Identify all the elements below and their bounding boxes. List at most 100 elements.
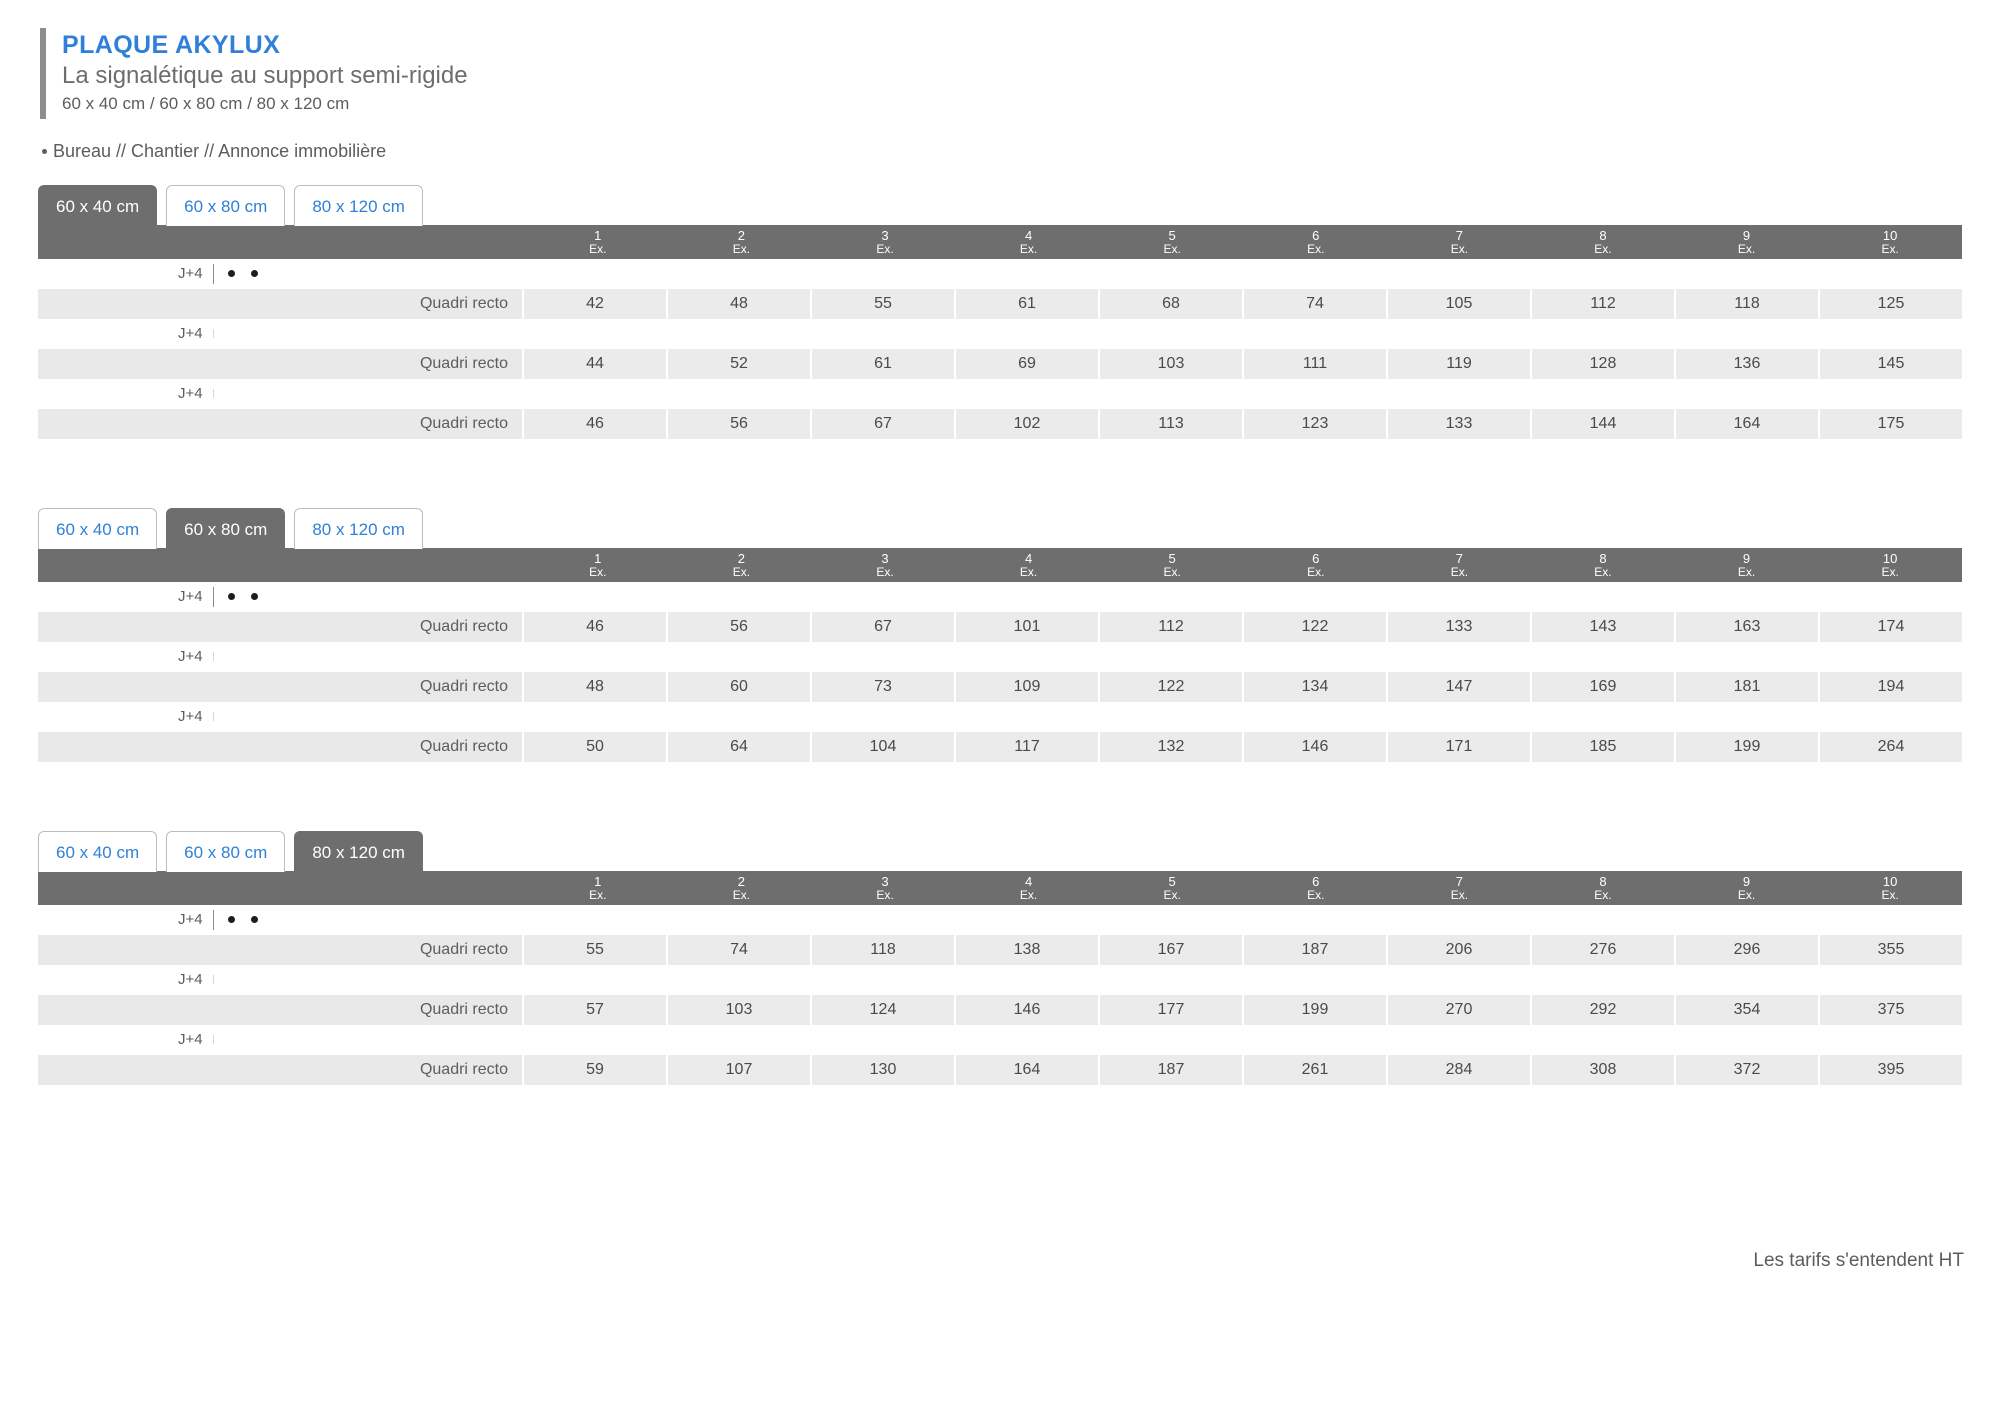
price-cell: 164 [956, 1054, 1100, 1085]
column-qty: 1 [594, 874, 602, 890]
delay-label: J+4 [178, 265, 203, 283]
price-cell: 69 [956, 348, 1100, 379]
price-cell: 136 [1676, 348, 1820, 379]
price-cell: 55 [524, 934, 668, 965]
price-cell: 117 [956, 731, 1100, 762]
price-cell: 270 [1388, 994, 1532, 1025]
column-header-bar: 1 Ex. 2 Ex. 3 Ex. 4 Ex. 5 Ex. 6 Ex. 7 Ex. 8 Ex. 9 Ex. 10 Ex… [38, 224, 1962, 259]
delay-marker-line: J+4 [38, 319, 1962, 349]
tab-size-3[interactable]: 80 x 120 cm [294, 507, 423, 549]
price-cell: 276 [1532, 934, 1676, 965]
price-cell: 132 [1100, 731, 1244, 762]
price-row-group: J+4 Quadri recto 48 60 73 109 122 134 147 169 181 1… [38, 642, 1962, 702]
price-cell: 164 [1676, 408, 1820, 439]
row-cells: 57 103 124 146 177 199 270 292 354 375 [524, 994, 1962, 1025]
tab-size-3[interactable]: 80 x 120 cm [294, 184, 423, 226]
column-header-2: 2 Ex. [670, 874, 814, 901]
tab-size-2[interactable]: 60 x 80 cm [166, 184, 286, 226]
price-cell: 130 [812, 1054, 956, 1085]
column-qty: 2 [737, 228, 745, 244]
price-cell: 133 [1388, 408, 1532, 439]
delay-label: J+4 [178, 708, 203, 726]
price-cell: 61 [812, 348, 956, 379]
row-cells: 59 107 130 164 187 261 284 308 372 395 [524, 1054, 1962, 1085]
price-cell: 181 [1676, 671, 1820, 702]
tab-size-2[interactable]: 60 x 80 cm [166, 507, 286, 549]
price-cell: 187 [1244, 934, 1388, 965]
column-qty: 10 [1882, 551, 1898, 567]
price-table-1: 60 x 40 cm 60 x 80 cm 80 x 120 cm 1 Ex. 2 Ex. 3… [38, 184, 1962, 439]
price-cell: 60 [668, 671, 812, 702]
column-unit: Ex. [1163, 241, 1181, 256]
column-qty: 7 [1455, 874, 1463, 890]
column-unit: Ex. [1163, 564, 1181, 579]
price-cell: 42 [524, 288, 668, 319]
price-cell: 163 [1676, 611, 1820, 642]
column-unit: Ex. [1450, 887, 1469, 902]
row-label: Quadri recto [338, 1054, 524, 1085]
delay-separator [212, 263, 214, 284]
row-lead-spacer [38, 994, 338, 1025]
column-header-10: 10 Ex. [1818, 228, 1962, 255]
column-unit: Ex. [1594, 564, 1612, 579]
price-cell: 125 [1820, 288, 1962, 319]
column-qty: 5 [1168, 551, 1176, 567]
price-row-group: J+4 Quadri recto 46 56 67 101 112 122 133 143 163 1… [38, 582, 1962, 642]
tax-note: Les tarifs s'entendent HT [1753, 1250, 1964, 1271]
price-cell: 46 [524, 408, 668, 439]
price-cell: 48 [668, 288, 812, 319]
delay-dot-icon [227, 270, 235, 278]
price-row-group: J+4 Quadri recto 46 56 67 102 113 123 133 144 164 1… [38, 379, 1962, 439]
price-cell: 101 [956, 611, 1100, 642]
price-cell: 122 [1244, 611, 1388, 642]
column-qty: 5 [1168, 874, 1176, 890]
column-qty: 1 [594, 551, 602, 567]
price-cell: 175 [1820, 408, 1962, 439]
price-table-2: 60 x 40 cm 60 x 80 cm 80 x 120 cm 1 Ex. 2 Ex. 3… [38, 507, 1962, 762]
delay-dots [227, 593, 258, 601]
delay-dots [227, 916, 258, 924]
tab-size-3[interactable]: 80 x 120 cm [294, 830, 423, 872]
price-cell: 296 [1676, 934, 1820, 965]
usage-label: Bureau // Chantier // Annonce immobilièr… [53, 140, 387, 161]
table-row: Quadri recto 44 52 61 69 103 111 119 128 136 145 [38, 348, 1962, 379]
delay-label: J+4 [178, 325, 203, 343]
row-label: Quadri recto [338, 731, 524, 762]
column-qty: 4 [1024, 228, 1033, 244]
column-header-8: 8 Ex. [1531, 551, 1675, 578]
delay-separator [212, 652, 214, 662]
row-cells: 42 48 55 61 68 74 105 112 118 125 [524, 288, 1962, 319]
bullet-icon [42, 148, 47, 154]
price-cell: 206 [1388, 934, 1532, 965]
price-cell: 112 [1532, 288, 1676, 319]
price-cell: 56 [668, 408, 812, 439]
table-row: Quadri recto 59 107 130 164 187 261 284 308 372 39… [38, 1054, 1962, 1085]
price-cell: 105 [1388, 288, 1532, 319]
price-cell: 48 [524, 671, 668, 702]
column-unit: Ex. [1307, 887, 1325, 902]
column-qty: 9 [1742, 551, 1751, 567]
column-unit: Ex. [1450, 241, 1469, 256]
price-row-group: J+4 Quadri recto 57 103 124 146 177 199 270 292 35… [38, 965, 1962, 1025]
price-cell: 187 [1100, 1054, 1244, 1085]
price-cell: 124 [812, 994, 956, 1025]
column-qty: 4 [1024, 551, 1033, 567]
column-header-4: 4 Ex. [957, 874, 1101, 901]
column-header-9: 9 Ex. [1675, 874, 1819, 901]
tab-size-1[interactable]: 60 x 40 cm [38, 507, 158, 549]
row-cells: 48 60 73 109 122 134 147 169 181 194 [524, 671, 1962, 702]
tab-size-1[interactable]: 60 x 40 cm [38, 830, 158, 872]
price-cell: 73 [812, 671, 956, 702]
column-unit: Ex. [589, 564, 607, 579]
tab-size-1[interactable]: 60 x 40 cm [38, 184, 158, 226]
price-cell: 284 [1388, 1054, 1532, 1085]
tab-size-2[interactable]: 60 x 80 cm [166, 830, 286, 872]
column-unit: Ex. [589, 887, 607, 902]
delay-marker-line: J+4 [38, 379, 1962, 409]
column-header-3: 3 Ex. [813, 228, 957, 255]
price-cell: 138 [956, 934, 1100, 965]
page-subtitle: La signalétique au support semi-rigide [62, 61, 468, 89]
column-unit: Ex. [732, 241, 751, 256]
price-row-group: J+4 Quadri recto 59 107 130 164 187 261 284 308 37… [38, 1025, 1962, 1085]
row-lead-spacer [38, 934, 338, 965]
